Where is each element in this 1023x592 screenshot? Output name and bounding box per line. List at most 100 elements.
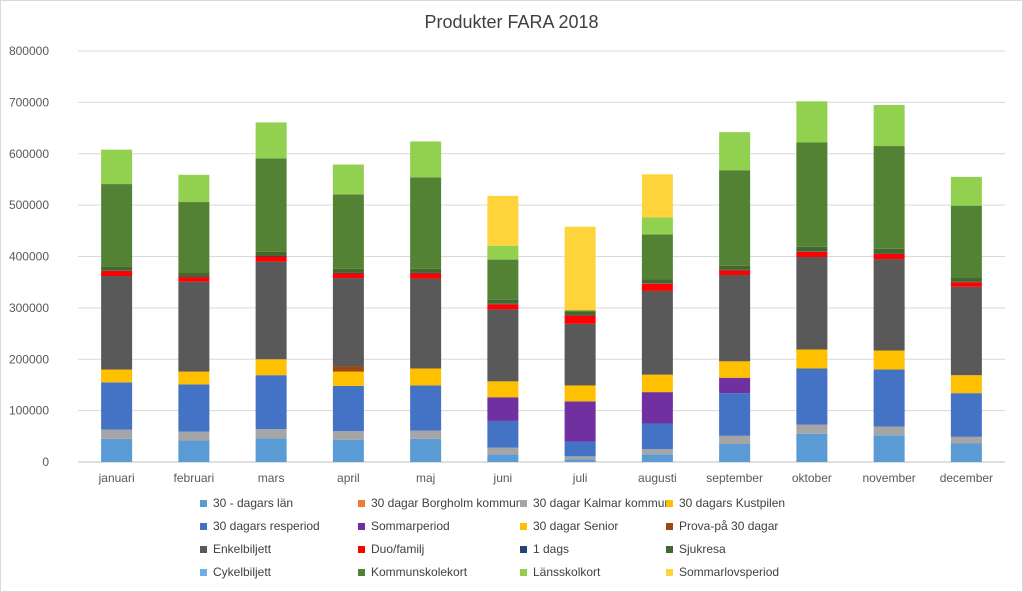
bar-segment: [332, 385, 364, 432]
bar-segment: [178, 202, 210, 273]
bar-segment: [719, 377, 751, 394]
bar-segment: [564, 459, 596, 462]
legend-label: Cykelbiljett: [213, 565, 272, 579]
bar-segment: [332, 164, 364, 195]
bar-segment: [101, 270, 133, 271]
y-tick-label: 300000: [9, 301, 49, 315]
y-tick-label: 700000: [9, 95, 49, 109]
bar-segment: [178, 371, 210, 385]
x-tick-label: april: [337, 471, 360, 485]
legend-item: 30 dagar Borgholm kommun: [358, 496, 522, 510]
bar-segment: [641, 423, 673, 450]
bar-segment: [564, 315, 596, 316]
bar-segment: [332, 268, 364, 273]
bar-segment: [487, 303, 519, 305]
bar-segment: [641, 174, 673, 218]
bar-segment: [101, 184, 133, 267]
bar-segment: [332, 273, 364, 279]
bar-segment: [487, 299, 519, 304]
bar-segment: [719, 393, 751, 436]
bar-segment: [178, 272, 210, 277]
bar-segment: [564, 315, 596, 324]
legend-swatch: [666, 499, 673, 507]
x-tick-label: februari: [174, 471, 215, 485]
x-tick-label: september: [706, 471, 763, 485]
bar-segment: [564, 323, 596, 386]
legend-label: Länsskolkort: [533, 565, 601, 579]
bar-segment: [873, 253, 905, 260]
bar-segment: [950, 205, 982, 278]
legend-item: 30 - dagars län: [200, 496, 293, 510]
legend-item: 30 dagar Senior: [520, 519, 618, 533]
bar-segment: [487, 304, 519, 310]
bar-segment: [950, 436, 982, 444]
bar-segment: [873, 259, 905, 351]
bar-segment: [641, 290, 673, 375]
legend-swatch: [358, 522, 365, 530]
legend-swatch: [666, 545, 673, 553]
y-tick-label: 800000: [9, 44, 49, 58]
y-tick-label: 200000: [9, 352, 49, 366]
legend-swatch: [520, 568, 527, 576]
bar-segment: [564, 441, 596, 457]
bar-segment: [641, 217, 673, 235]
bar-segment: [178, 277, 210, 282]
y-tick-label: 400000: [9, 250, 49, 264]
legend-swatch: [358, 545, 365, 553]
bar-segment: [255, 256, 287, 262]
bar-segment: [719, 444, 751, 462]
legend-swatch: [200, 568, 207, 576]
x-tick-label: december: [940, 471, 993, 485]
bar-segment: [255, 255, 287, 257]
bar-segment: [950, 393, 982, 437]
bar-segment: [178, 431, 210, 441]
bar-segment: [641, 283, 673, 284]
bar-segment: [487, 195, 519, 246]
bar-segment: [873, 369, 905, 427]
bar-segment: [410, 272, 442, 274]
bar-segment: [950, 443, 982, 462]
bar-segment: [641, 279, 673, 284]
bar-segment: [255, 359, 287, 376]
bar-segment: [410, 278, 442, 369]
legend-item: 30 dagar Kalmar kommun: [520, 496, 671, 510]
legend-item: 30 dagars Kustpilen: [666, 496, 785, 510]
legend-swatch: [520, 545, 527, 553]
bar-segment: [487, 381, 519, 398]
legend-label: Enkelbiljett: [213, 542, 272, 556]
bar-segment: [487, 454, 519, 462]
legend-item: Länsskolkort: [520, 565, 600, 579]
legend-item: Prova-på 30 dagar: [666, 519, 778, 533]
legend-swatch: [358, 499, 365, 507]
bar-segment: [719, 361, 751, 378]
bar-segment: [101, 382, 133, 430]
bar-segment: [178, 174, 210, 203]
legend-item: Duo/familj: [358, 542, 424, 556]
bar-segment: [950, 281, 982, 283]
bar-segment: [950, 282, 982, 287]
legend-swatch: [520, 499, 527, 507]
bar-segment: [564, 310, 596, 312]
bar-segment: [950, 277, 982, 282]
bar-segment: [255, 158, 287, 252]
bar-segment: [487, 245, 519, 260]
bar-segment: [873, 248, 905, 254]
y-tick-label: 100000: [9, 404, 49, 418]
legend-item: Sommarperiod: [358, 519, 450, 533]
bar-segment: [255, 375, 287, 430]
legend-label: 30 dagars Kustpilen: [679, 496, 786, 510]
legend-label: Kommunskolekort: [371, 565, 468, 579]
bar-segment: [564, 226, 596, 311]
bar-segment: [719, 170, 751, 266]
legend-swatch: [200, 522, 207, 530]
bar-segment: [873, 104, 905, 147]
bar-segment: [101, 266, 133, 271]
legend-swatch: [666, 568, 673, 576]
bar-segment: [487, 397, 519, 421]
bar-segment: [564, 311, 596, 316]
bar-segment: [332, 371, 364, 386]
legend-item: Cykelbiljett: [200, 565, 271, 579]
x-tick-label: augusti: [638, 471, 677, 485]
bar-segment: [719, 270, 751, 275]
